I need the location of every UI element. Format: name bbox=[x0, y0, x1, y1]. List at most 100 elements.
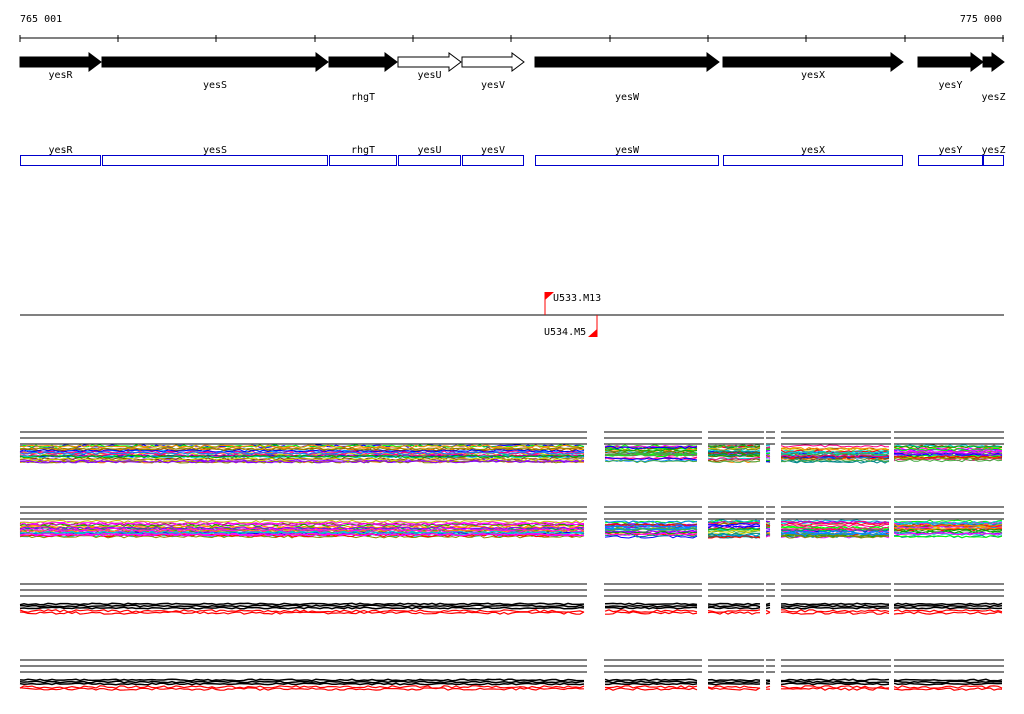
profile-line-dark bbox=[19, 680, 585, 684]
gene-box-yesR[interactable]: yesR bbox=[20, 145, 101, 166]
profile-line bbox=[19, 446, 585, 451]
gene-label: yesX bbox=[801, 70, 825, 81]
profile-line bbox=[19, 519, 585, 524]
profile-line-red bbox=[605, 611, 698, 615]
gene-box-label: rhgT bbox=[351, 145, 375, 156]
profile-line bbox=[893, 523, 1003, 528]
profile-line bbox=[604, 448, 698, 452]
profile-line bbox=[708, 535, 761, 539]
gene-arrow-yesR[interactable]: yesR bbox=[19, 52, 102, 81]
gene-box-label: yesU bbox=[417, 145, 441, 156]
feature-marker-minus[interactable]: U534.M5 bbox=[544, 315, 598, 338]
gene-arrow-yesV[interactable]: yesV bbox=[461, 52, 525, 91]
profile-line bbox=[604, 524, 698, 528]
profile-line-dark bbox=[781, 678, 890, 682]
profile-line bbox=[604, 457, 698, 461]
profile-line bbox=[707, 519, 761, 523]
gene-box-label: yesZ bbox=[981, 145, 1005, 156]
profile-line-dark bbox=[605, 682, 698, 686]
gene-box-yesZ[interactable]: yesZ bbox=[981, 145, 1006, 166]
profile-line-red bbox=[707, 687, 761, 691]
profile-line bbox=[765, 530, 771, 533]
profile-line-dark bbox=[780, 606, 889, 610]
profile-line bbox=[604, 527, 698, 531]
profile-line bbox=[707, 453, 760, 457]
gene-arrow-shape bbox=[328, 52, 398, 72]
profile-line bbox=[893, 455, 1003, 459]
profile-line bbox=[893, 450, 1003, 455]
feature-marker-plus[interactable]: U533.M13 bbox=[544, 292, 601, 315]
profile-line bbox=[765, 446, 771, 449]
gene-label: yesV bbox=[481, 80, 505, 91]
profile-line bbox=[707, 529, 761, 533]
profile-gap bbox=[775, 582, 781, 622]
gene-box-label: yesX bbox=[801, 145, 825, 156]
gene-box-yesU[interactable]: yesU bbox=[398, 145, 461, 166]
gene-arrow-shape bbox=[722, 52, 904, 72]
profile-line bbox=[19, 532, 585, 537]
profile-line bbox=[765, 456, 771, 460]
profile-line bbox=[780, 526, 890, 531]
gene-box-rect bbox=[102, 155, 328, 166]
profile-line-dark bbox=[765, 606, 771, 610]
gene-arrow-yesW[interactable]: yesW bbox=[534, 52, 720, 103]
profile-gap bbox=[587, 505, 604, 545]
gene-arrow-yesS[interactable]: yesS bbox=[101, 52, 329, 91]
profile-line bbox=[765, 453, 771, 456]
profile-line bbox=[19, 527, 585, 532]
profile-gap bbox=[702, 430, 708, 466]
profile-line bbox=[780, 450, 890, 455]
profile-line bbox=[19, 449, 585, 453]
gene-arrow-yesZ[interactable]: yesZ bbox=[981, 52, 1006, 103]
profile-line-dark bbox=[893, 602, 1003, 606]
profile-line-dark bbox=[765, 604, 771, 607]
gene-box-yesW[interactable]: yesW bbox=[535, 145, 719, 166]
gene-arrow-rhgT[interactable]: rhgT bbox=[328, 52, 398, 103]
gene-arrow-yesY[interactable]: yesY bbox=[917, 52, 984, 91]
ruler-ticks bbox=[19, 35, 1004, 42]
profile-line bbox=[893, 527, 1003, 531]
profile-line bbox=[780, 446, 890, 451]
gene-label: yesR bbox=[48, 70, 73, 81]
profile-gap bbox=[764, 430, 766, 466]
profile-line-dark bbox=[19, 682, 585, 686]
profile-line-dark bbox=[707, 682, 761, 686]
profile-line bbox=[19, 534, 585, 539]
gene-box-rect bbox=[723, 155, 903, 166]
profile-gap bbox=[587, 430, 604, 466]
profile-line bbox=[604, 532, 698, 536]
gene-box-yesX[interactable]: yesX bbox=[723, 145, 903, 166]
gene-arrow-track: yesR yesS rhgT yesU yesV yesW yesX yesY yesZ bbox=[19, 52, 1006, 103]
profile-line bbox=[765, 523, 771, 527]
profile-gap bbox=[775, 658, 781, 696]
profile-line bbox=[707, 451, 761, 455]
profile-line-red bbox=[765, 685, 771, 688]
gene-arrow-yesU[interactable]: yesU bbox=[397, 52, 462, 81]
expression-profile-tracks bbox=[19, 430, 1004, 696]
profile-line-red bbox=[707, 609, 761, 613]
gene-box-yesV[interactable]: yesV bbox=[462, 145, 524, 166]
gene-box-rect bbox=[398, 155, 461, 166]
profile-line bbox=[707, 456, 761, 461]
profile-line bbox=[707, 458, 761, 462]
profile-line-dark bbox=[893, 682, 1003, 686]
profile-line-dark bbox=[707, 604, 761, 608]
profile-line bbox=[893, 449, 1003, 453]
gene-arrow-shape bbox=[19, 52, 102, 72]
profile-line-red bbox=[893, 609, 1003, 613]
profile-line-dark bbox=[707, 606, 761, 610]
gene-box-yesS[interactable]: yesS bbox=[102, 145, 328, 166]
gene-arrow-shape bbox=[101, 52, 329, 72]
gene-box-rhgT[interactable]: rhgT bbox=[329, 145, 397, 166]
profile-line bbox=[780, 519, 890, 523]
profile-line-dark bbox=[781, 604, 890, 608]
gene-box-yesY[interactable]: yesY bbox=[918, 145, 983, 166]
profile-line-red bbox=[707, 611, 761, 615]
profile-line bbox=[19, 454, 585, 459]
profile-line-dark bbox=[19, 606, 585, 610]
profile-line bbox=[780, 454, 890, 459]
profile-line bbox=[707, 447, 761, 451]
profile-line bbox=[707, 460, 761, 463]
gene-arrow-yesX[interactable]: yesX bbox=[722, 52, 904, 81]
profile-line-red bbox=[19, 687, 585, 691]
